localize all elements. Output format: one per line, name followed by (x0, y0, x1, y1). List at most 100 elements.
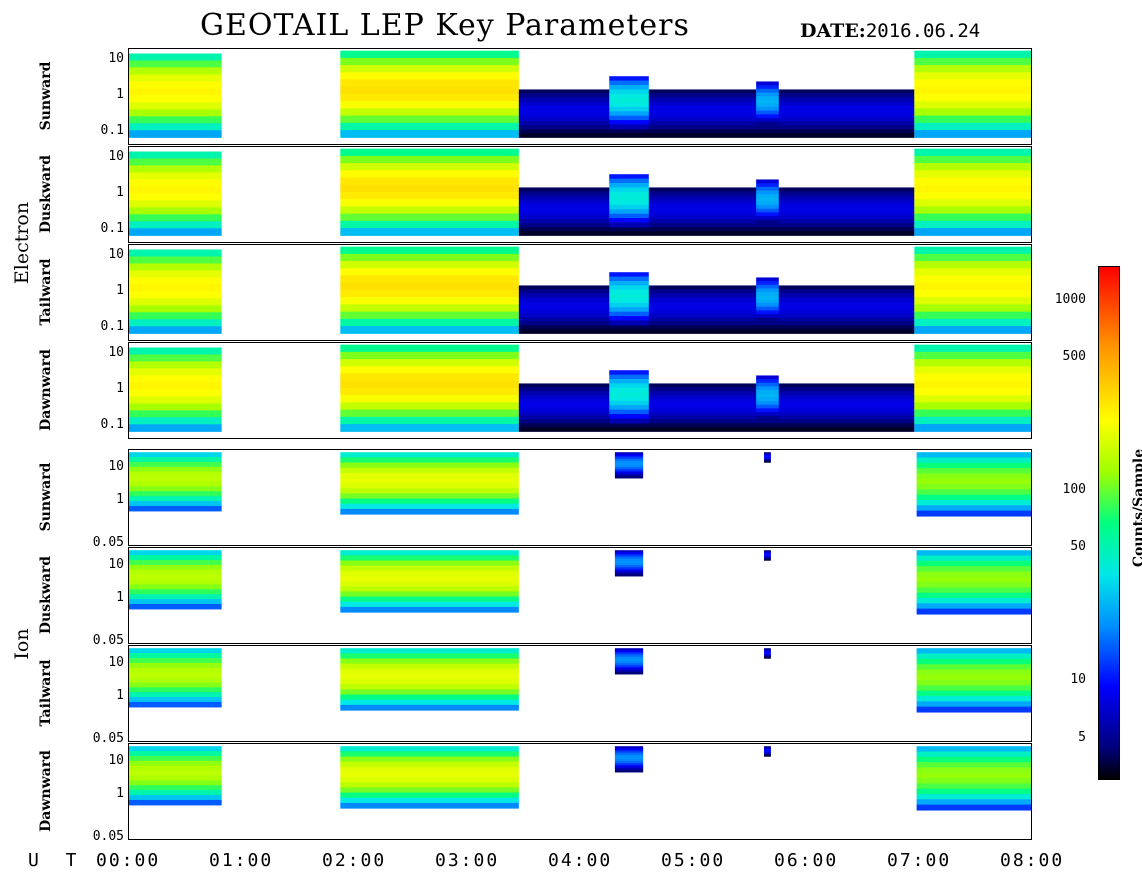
spectrum-band (756, 401, 779, 406)
spectrum-band (518, 89, 915, 95)
spectrum-band (614, 471, 644, 475)
spectrum-band (916, 783, 1031, 790)
spectrum-band (340, 565, 519, 572)
spectrum-band (614, 558, 644, 562)
spectrum-band (340, 648, 519, 654)
spectrum-band (916, 598, 1031, 604)
ion-dawnward-panel (128, 743, 1032, 840)
spectrum-band (614, 754, 644, 758)
y-tick-label: 10 (108, 344, 124, 360)
spectrum-band (129, 501, 222, 507)
spectrum-band (916, 685, 1031, 692)
spectrum-band (340, 663, 519, 670)
spectrum-band (609, 370, 649, 376)
spectrum-band (756, 96, 779, 101)
spectrum-band (916, 778, 1031, 784)
spectrum-band (129, 102, 222, 110)
spectrum-band (129, 95, 222, 103)
electron-sunward-panel (128, 48, 1032, 145)
spectrum-band (340, 402, 519, 411)
spectrum-band (916, 462, 1031, 469)
panel-label: Tailward (38, 658, 54, 727)
spectrum-band (764, 455, 771, 457)
spectrum-band (518, 395, 915, 400)
spectrum-band (914, 351, 1031, 360)
spectrum-band (756, 375, 779, 380)
spectrum-band (614, 746, 644, 749)
spectrum-band (609, 289, 649, 295)
spectrum-band (340, 493, 519, 500)
spectrum-band (129, 589, 222, 595)
spectrum-band (914, 115, 1031, 124)
spectrum-band (916, 494, 1031, 501)
spectrum-band (614, 665, 644, 669)
spectrum-band (340, 115, 519, 124)
spectrum-band (609, 178, 649, 184)
spectrum-band (914, 344, 1031, 353)
spectrum-band (609, 396, 649, 402)
spectrum-band (764, 460, 771, 462)
spectrum-band (340, 79, 519, 88)
spectrum-band (340, 472, 519, 479)
spectrum-band (129, 207, 222, 215)
spectrum-band (340, 409, 519, 418)
spectrum-band (764, 747, 771, 749)
x-tick-label: 02:00 (322, 850, 387, 871)
spectrum-band (756, 408, 779, 413)
spectrum-band (756, 208, 779, 213)
spectrum-band (129, 417, 222, 425)
spectrum-band (340, 766, 519, 773)
spectrum-band (764, 652, 771, 654)
spectrum-band (614, 456, 644, 460)
spectrum-band (518, 391, 915, 396)
spectrum-band (340, 787, 519, 794)
spectrum-band (764, 754, 771, 756)
spectrum-band (609, 414, 649, 420)
spectrum-band (340, 199, 519, 207)
date-readout: DATE:2016.06.24 (800, 20, 980, 42)
ion-sunward-panel (128, 449, 1032, 546)
spectrum-band (129, 263, 222, 272)
group-label-ion: Ion (11, 627, 33, 660)
spectrum-band (518, 231, 915, 236)
spectrum-band (518, 289, 915, 295)
spectrum-band (129, 319, 222, 327)
spectrum-band (518, 191, 915, 197)
spectrum-band (340, 586, 519, 593)
spectrum-band (340, 777, 519, 783)
spectrum-band (129, 361, 222, 370)
spectrum-band (129, 424, 222, 432)
spectrum-band (129, 667, 222, 674)
spectrum-band (518, 383, 915, 389)
spectrum-band (609, 218, 649, 224)
spectrum-band (756, 197, 779, 203)
spectrum-band (916, 603, 1031, 610)
spectrum-band (129, 795, 222, 801)
y-tick-label: 1 (116, 687, 124, 703)
spectrum-band (756, 179, 779, 184)
spectrum-band (609, 115, 649, 121)
spectrum-band (764, 459, 771, 462)
spectrum-band (340, 344, 519, 353)
spectrum-band (609, 320, 649, 326)
spectrum-band (129, 687, 222, 693)
spectrum-band (764, 653, 771, 655)
spectrum-band (129, 564, 222, 571)
spectrum-band (764, 751, 771, 753)
spectrum-band (340, 452, 519, 458)
spectrum-band (914, 282, 1031, 291)
spectrum-band (916, 550, 1031, 557)
spectrum-band (340, 591, 519, 598)
spectrum-band (756, 306, 779, 311)
spectrum-band (914, 395, 1031, 403)
spectrum-band (340, 101, 519, 109)
spectrum-band (518, 133, 915, 138)
spectrum-band (340, 653, 519, 660)
spectrum-band (914, 424, 1031, 432)
spectrum-band (609, 311, 649, 317)
spectrum-band (609, 307, 649, 313)
spectrum-band (614, 652, 644, 656)
spectrum-band (518, 325, 915, 330)
spectrum-band (764, 656, 771, 658)
spectrum-band (340, 555, 519, 562)
